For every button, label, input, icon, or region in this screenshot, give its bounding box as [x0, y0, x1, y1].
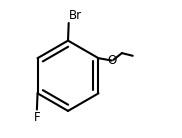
- Text: O: O: [107, 54, 116, 67]
- Text: F: F: [33, 111, 40, 124]
- Text: Br: Br: [69, 9, 82, 22]
